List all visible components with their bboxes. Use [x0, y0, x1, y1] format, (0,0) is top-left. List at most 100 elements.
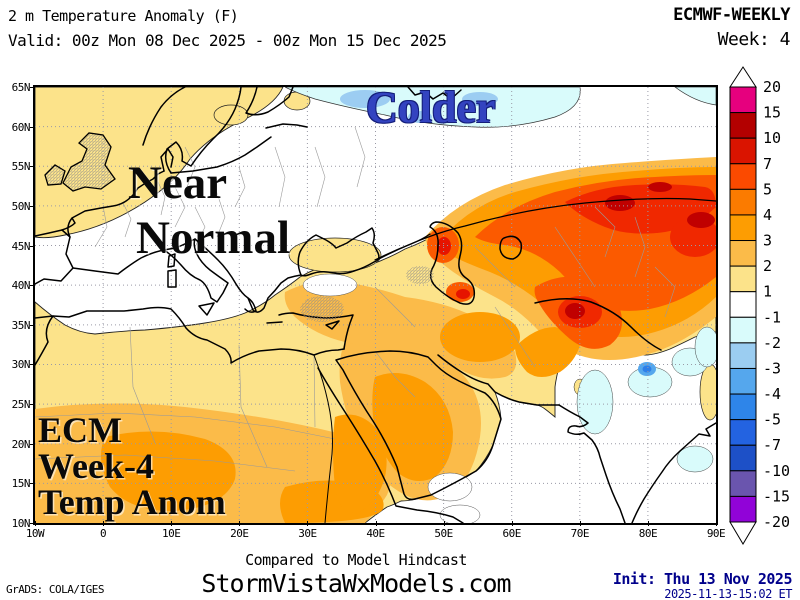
colorbar-tick-label: 2 — [763, 257, 772, 275]
colorbar-tick-label: -15 — [763, 487, 790, 505]
lat-label: 55N — [11, 160, 31, 174]
lat-label: 40N — [11, 279, 31, 293]
lon-label: 30E — [298, 527, 317, 540]
colorbar-swatch — [729, 265, 757, 293]
lon-label: 80E — [638, 527, 658, 540]
lon-tick — [443, 521, 445, 526]
colorbar-swatch — [729, 188, 757, 216]
colorbar-swatch — [729, 214, 757, 242]
lon-tick — [171, 521, 173, 526]
colorbar-swatch — [729, 316, 757, 344]
colorbar-swatch — [729, 444, 757, 472]
lon-tick — [579, 521, 581, 526]
page-title: 2 m Temperature Anomaly (F) — [8, 7, 239, 25]
lat-tick — [30, 443, 35, 445]
lon-label: 60E — [502, 527, 522, 540]
colorbar-swatch — [729, 393, 757, 421]
colorbar-swatch — [729, 367, 757, 395]
colorbar-tick-label: 3 — [763, 232, 772, 250]
colorbar-tick-label: -5 — [763, 411, 781, 429]
hindcast-note: Compared to Model Hindcast — [245, 551, 467, 569]
colorbar-tick-label: -2 — [763, 334, 781, 352]
colorbar-tick-label: -4 — [763, 385, 781, 403]
lat-tick — [30, 483, 35, 485]
lon-tick — [716, 521, 717, 526]
lon-tick — [511, 521, 513, 526]
week-number: Week: 4 — [717, 29, 791, 50]
colorbar-tick-label: 7 — [763, 155, 772, 173]
lon-label: 90E — [706, 527, 726, 540]
anomaly-map — [35, 87, 716, 523]
colorbar-tick-label: -1 — [763, 308, 781, 326]
lon-label: 40E — [366, 527, 385, 540]
lat-tick — [30, 166, 35, 168]
lon-tick — [307, 521, 309, 526]
colorbar-swatch — [729, 86, 757, 114]
colorbar-swatch — [729, 342, 757, 369]
lat-label: 30N — [11, 358, 31, 372]
lat-label: 25N — [11, 398, 31, 412]
lat-label: 20N — [11, 437, 31, 451]
site-watermark: StormVistaWxModels.com — [201, 569, 511, 598]
init-time: Init: Thu 13 Nov 2025 — [612, 570, 793, 588]
corner-annotation-line2: Week-4 — [38, 446, 154, 486]
lon-tick — [375, 521, 377, 526]
near-normal-annotation-line2: Normal — [136, 212, 291, 264]
lon-label: 20E — [230, 527, 249, 540]
colorbar-tick-label: 4 — [763, 206, 772, 224]
lat-tick — [30, 324, 35, 326]
lat-tick — [30, 87, 35, 88]
colorbar-swatch — [729, 137, 757, 165]
colorbar-tick-label: 1 — [763, 283, 772, 301]
colorbar-swatch — [729, 470, 757, 497]
colorbar-tick-label: 5 — [763, 180, 772, 198]
lon-tick — [103, 521, 105, 526]
colorbar-swatch — [729, 240, 757, 267]
colder-annotation: Colder — [366, 83, 496, 132]
lat-label: 65N — [11, 81, 31, 94]
map-frame — [33, 85, 718, 525]
corner-annotation-line1: ECM — [38, 410, 122, 450]
colorbar-tick-label: -10 — [763, 462, 790, 480]
lat-tick — [30, 523, 35, 524]
lat-tick — [30, 126, 35, 128]
colorbar-tick-label: -20 — [763, 513, 790, 531]
colorbar-swatch — [729, 419, 757, 446]
corner-annotation-line3: Temp Anom — [38, 482, 226, 522]
lat-label: 15N — [11, 477, 31, 491]
lon-label: 70E — [570, 527, 590, 540]
lon-tick — [647, 521, 649, 526]
colorbar-tick-label: 20 — [763, 78, 781, 96]
init-timestamp: 2025-11-13-15:02 ET — [664, 587, 792, 600]
lon-label: 10E — [162, 527, 181, 540]
colorbar-swatch — [729, 291, 757, 318]
colorbar-swatch — [729, 163, 757, 190]
lon-tick — [239, 521, 241, 526]
colorbar-tick-label: 10 — [763, 129, 781, 147]
lat-label: 45N — [11, 239, 31, 253]
lat-label: 35N — [11, 318, 31, 332]
valid-range: Valid: 00z Mon 08 Dec 2025 - 00z Mon 15 … — [8, 31, 447, 50]
colorbar-swatch — [729, 495, 757, 523]
lon-label: 50E — [434, 527, 453, 540]
lat-label: 60N — [11, 120, 31, 134]
lat-tick — [30, 245, 35, 247]
lat-tick — [30, 285, 35, 287]
lon-tick — [35, 521, 36, 526]
lat-tick — [30, 364, 35, 366]
lat-label: 50N — [11, 199, 31, 213]
colorbar-tick-label: -7 — [763, 436, 781, 454]
lat-tick — [30, 205, 35, 207]
lon-label: 10W — [25, 527, 45, 540]
model-name: ECMWF-WEEKLY — [673, 5, 790, 25]
admin-borders — [35, 126, 676, 472]
cold-anomaly-region — [284, 87, 716, 473]
anomaly-colorbar-legend: 20 15 10 7 5 4 3 2 1 -1 -2 -3 -4 -5 -7 -10 -15 -20 — [729, 66, 800, 568]
lat-tick — [30, 404, 35, 406]
colorbar-swatch — [729, 112, 757, 139]
dark-red-spots — [565, 182, 715, 319]
colorbar-tick-label: -3 — [763, 359, 781, 377]
near-normal-annotation-line1: Near — [128, 157, 228, 209]
lon-label: 0 — [100, 527, 107, 540]
